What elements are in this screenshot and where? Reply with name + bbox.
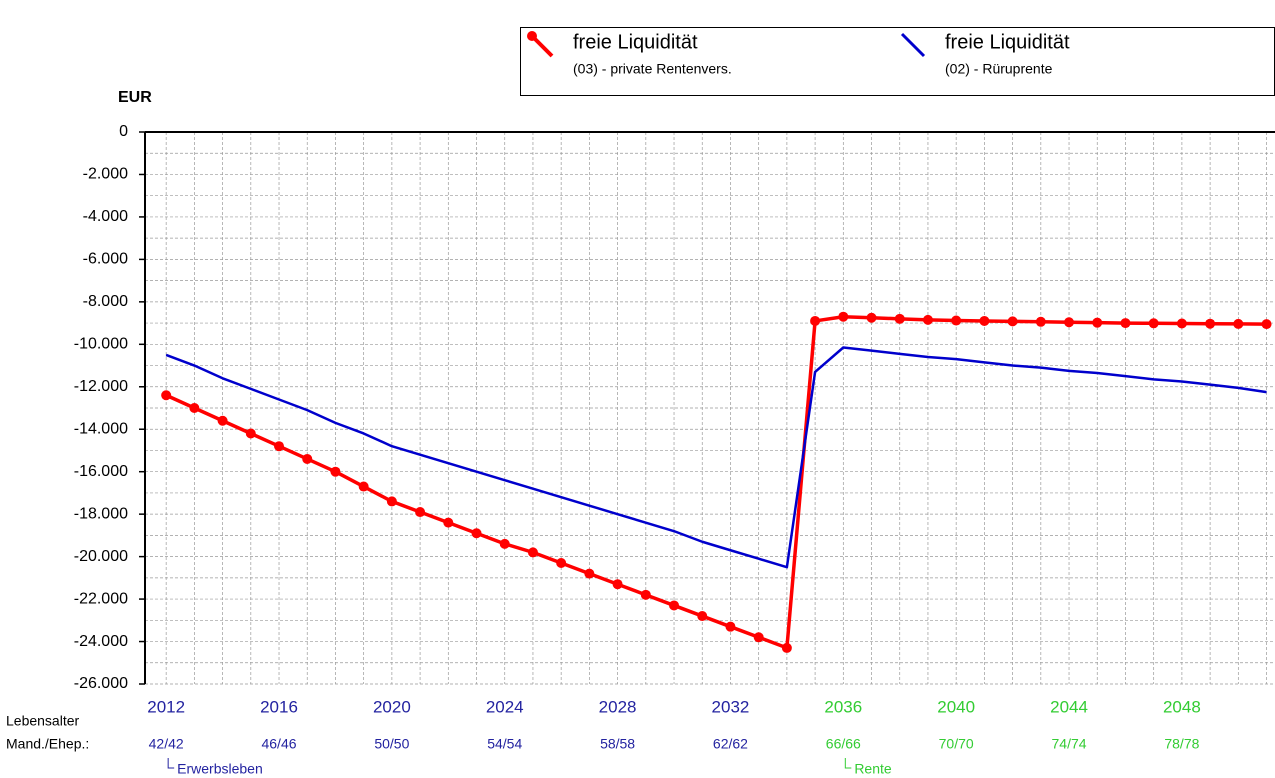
phase-label: Rente bbox=[854, 761, 892, 777]
series-marker bbox=[922, 314, 933, 325]
x-tick-label: 2016 bbox=[260, 697, 298, 716]
series-marker bbox=[697, 611, 708, 622]
series-marker bbox=[1092, 317, 1103, 328]
y-tick-label: -22.000 bbox=[74, 590, 128, 607]
series-marker bbox=[1120, 318, 1131, 329]
legend-marker bbox=[527, 31, 537, 41]
series-marker bbox=[386, 496, 397, 507]
x-tick-label: 2032 bbox=[712, 697, 750, 716]
series-marker bbox=[1064, 317, 1075, 328]
series-marker bbox=[499, 538, 510, 549]
series-marker bbox=[1176, 318, 1187, 329]
legend-box bbox=[520, 27, 1275, 96]
age-label: 66/66 bbox=[826, 736, 861, 752]
x-tick-label: 2048 bbox=[1163, 697, 1201, 716]
series-marker bbox=[556, 557, 567, 568]
series-line bbox=[165, 346, 1267, 569]
series-marker bbox=[866, 312, 877, 323]
series-line bbox=[165, 314, 1267, 650]
series-marker bbox=[725, 621, 736, 632]
series-marker bbox=[838, 311, 849, 322]
legend-label: freie Liquidität bbox=[573, 31, 698, 53]
y-tick-label: -14.000 bbox=[74, 420, 128, 437]
series-marker bbox=[753, 632, 764, 643]
phase-marker bbox=[167, 758, 175, 769]
y-tick-label: -18.000 bbox=[74, 505, 128, 522]
x-tick-label: 2020 bbox=[373, 697, 411, 716]
series-marker bbox=[979, 315, 990, 326]
series-marker bbox=[471, 528, 482, 539]
legend-label: freie Liquidität bbox=[945, 31, 1070, 53]
series-marker bbox=[217, 415, 228, 426]
series-marker bbox=[781, 642, 792, 653]
y-tick-label: -26.000 bbox=[74, 675, 128, 692]
x-tick-label: 2036 bbox=[824, 697, 862, 716]
age-label: 74/74 bbox=[1052, 736, 1087, 752]
phase-label: Erwerbsleben bbox=[177, 761, 263, 777]
series-marker bbox=[1205, 318, 1216, 329]
y-tick-label: -4.000 bbox=[83, 208, 128, 225]
age-label: 62/62 bbox=[713, 736, 748, 752]
series-marker bbox=[245, 428, 256, 439]
age-label: 54/54 bbox=[487, 736, 522, 752]
series-marker bbox=[415, 507, 426, 518]
age-label: 50/50 bbox=[374, 736, 409, 752]
legend-icon bbox=[900, 32, 926, 58]
y-tick-label: -8.000 bbox=[83, 293, 128, 310]
series-marker bbox=[894, 313, 905, 324]
series-marker bbox=[302, 453, 313, 464]
age-label: 46/46 bbox=[261, 736, 296, 752]
age-label: 42/42 bbox=[149, 736, 184, 752]
age-label: 78/78 bbox=[1164, 736, 1199, 752]
y-tick-label: -2.000 bbox=[83, 166, 128, 183]
y-tick-label: -24.000 bbox=[74, 633, 128, 650]
series-marker bbox=[189, 403, 200, 413]
y-axis-label: EUR bbox=[118, 89, 152, 106]
legend-subtitle: (03) - private Rentenvers. bbox=[573, 61, 732, 77]
series-marker bbox=[640, 589, 651, 600]
series-marker bbox=[810, 315, 821, 326]
series-marker bbox=[1261, 319, 1272, 330]
series-marker bbox=[443, 517, 454, 528]
y-tick-label: 0 bbox=[119, 123, 128, 140]
y-tick-label: -16.000 bbox=[74, 463, 128, 480]
x-tick-label: 2040 bbox=[937, 697, 975, 716]
age-label: 58/58 bbox=[600, 736, 635, 752]
phase-marker bbox=[844, 758, 852, 769]
series-marker bbox=[358, 481, 369, 492]
y-tick-label: -6.000 bbox=[83, 251, 128, 268]
series-marker bbox=[274, 441, 285, 452]
age-row-label: Mand./Ehep.: bbox=[6, 736, 89, 752]
legend-subtitle: (02) - Rüruprente bbox=[945, 61, 1053, 77]
series-marker bbox=[951, 315, 962, 326]
y-tick-label: -10.000 bbox=[74, 336, 128, 353]
series-marker bbox=[1233, 318, 1244, 329]
series-marker bbox=[1035, 316, 1046, 327]
series-marker bbox=[1148, 318, 1159, 329]
series-marker bbox=[330, 466, 341, 477]
age-row-label: Lebensalter bbox=[6, 713, 80, 729]
age-label: 70/70 bbox=[939, 736, 974, 752]
series-marker bbox=[1007, 316, 1018, 327]
x-tick-label: 2024 bbox=[486, 697, 524, 716]
x-tick-label: 2012 bbox=[147, 697, 185, 716]
series-marker bbox=[584, 568, 595, 579]
series-marker bbox=[669, 600, 680, 611]
series-marker bbox=[527, 547, 538, 558]
y-tick-label: -20.000 bbox=[74, 548, 128, 565]
series-marker bbox=[612, 579, 623, 590]
x-tick-label: 2044 bbox=[1050, 697, 1088, 716]
series-marker bbox=[161, 390, 172, 401]
y-tick-label: -12.000 bbox=[74, 378, 128, 395]
x-tick-label: 2028 bbox=[599, 697, 637, 716]
